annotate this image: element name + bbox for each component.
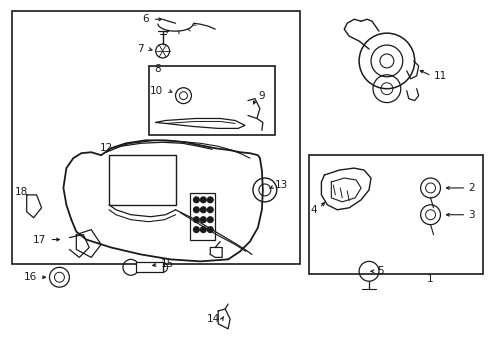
Circle shape [194, 217, 199, 223]
Text: 18: 18 [15, 187, 28, 197]
Text: 17: 17 [33, 234, 47, 244]
Bar [149, 66, 275, 135]
Circle shape [200, 197, 206, 203]
Bar [136, 262, 163, 272]
Bar [109, 155, 175, 205]
Circle shape [207, 197, 213, 203]
Circle shape [207, 207, 213, 213]
Text: 3: 3 [468, 210, 475, 220]
Text: 8: 8 [154, 64, 161, 74]
Circle shape [194, 227, 199, 233]
Text: 11: 11 [434, 71, 447, 81]
Text: 6: 6 [142, 14, 149, 24]
Text: 5: 5 [377, 266, 384, 276]
Text: 2: 2 [468, 183, 475, 193]
Text: 16: 16 [24, 272, 37, 282]
Bar [310, 155, 483, 274]
Text: 4: 4 [311, 205, 318, 215]
Text: 10: 10 [149, 86, 163, 96]
Circle shape [194, 197, 199, 203]
Text: 14: 14 [207, 314, 220, 324]
Circle shape [200, 207, 206, 213]
Text: 1: 1 [427, 274, 434, 284]
Circle shape [200, 217, 206, 223]
Circle shape [207, 227, 213, 233]
Text: 12: 12 [99, 143, 113, 153]
Bar [12, 11, 299, 264]
Text: 13: 13 [275, 180, 288, 190]
Text: 7: 7 [137, 44, 144, 54]
Circle shape [194, 207, 199, 213]
Bar [191, 193, 215, 239]
Text: 15: 15 [161, 259, 174, 269]
Text: 9: 9 [258, 91, 265, 101]
Circle shape [207, 217, 213, 223]
Circle shape [200, 227, 206, 233]
